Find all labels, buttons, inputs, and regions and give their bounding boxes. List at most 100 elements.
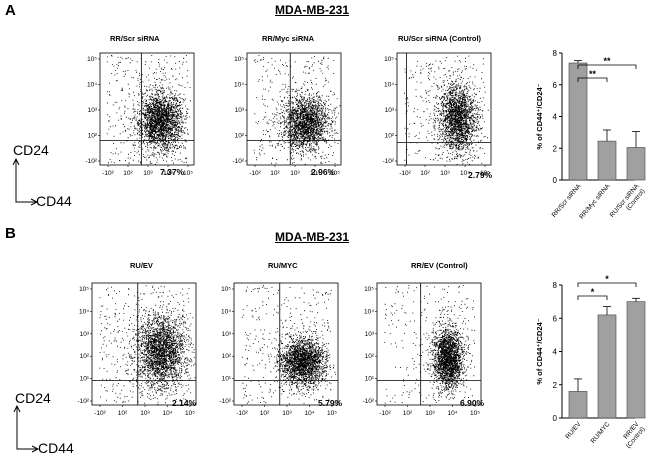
bar-y-tick-label: 2	[553, 144, 558, 153]
bar-y-tick-label: 8	[553, 49, 558, 58]
flow-y-tick-label: 10¹	[222, 376, 232, 383]
flow-y-tick-label: -10²	[382, 158, 394, 165]
bar-category-label: RU/MYC	[590, 421, 612, 445]
panel-a-cd44-marker: CD44	[36, 193, 72, 209]
flow-event-dots	[99, 285, 196, 405]
flow-event-dots	[106, 55, 191, 165]
flow-x-tick-label: 10⁴	[310, 170, 320, 177]
flow-x-tick-label: 10³	[425, 410, 435, 417]
flow-y-tick-label: 10⁵	[221, 286, 231, 293]
flow-y-tick-label: 10⁴	[79, 308, 89, 315]
significance-label: *	[591, 287, 595, 297]
flow-y-tick-label: 10⁵	[79, 286, 89, 293]
flow-x-tick-label: -10²	[102, 170, 114, 177]
panel-a-cd24-marker: CD24	[13, 142, 49, 158]
flow-x-tick-label: 10⁴	[460, 170, 470, 177]
panel-b-cd44-marker: CD44	[38, 440, 74, 456]
bar-y-tick-label: 4	[553, 113, 558, 122]
panel-b-plot-2-title: RU/MYC	[268, 261, 298, 270]
panel-a-plot-3-title: RU/Scr siRNA (Control)	[398, 34, 482, 43]
flow-x-tick-label: 10³	[143, 170, 153, 177]
panel-b-flow-plot-3: 10⁵ 10⁴ 10³ 10² 10¹ -10² -10² 10² 10³ 10⁴ 10⁵	[362, 282, 482, 417]
bar	[597, 140, 617, 181]
flow-x-tick-label: 10⁵	[327, 410, 337, 417]
flow-y-tick-label: 10⁴	[384, 82, 394, 89]
flow-y-tick-label: 10⁴	[221, 308, 231, 315]
flow-event-dots	[384, 285, 476, 404]
bar	[597, 314, 617, 419]
panel-b-plot-3-title: RR/EV (Control)	[411, 261, 468, 270]
bar-category-label-line: RR/Myc siRNA	[578, 182, 612, 220]
flow-y-tick-label: -10²	[219, 398, 231, 405]
bar-y-tick-label: 4	[553, 348, 558, 357]
panel-a-bar-chart: 0 2 4 6 8 % of CD44⁺/CD24⁻ RR/Scr siRNARR/Myc …	[535, 49, 647, 220]
flow-y-tick-label: 10⁵	[364, 286, 374, 293]
flow-y-tick-label: 10¹	[80, 376, 90, 383]
bar-category-label-line: RU/MYC	[590, 421, 612, 445]
panel-b-flow-plot-1: 10⁵ 10⁴ 10³ 10² 10¹ -10² -10² 10² 10³ 10⁴ 10⁵	[77, 282, 197, 417]
bar-y-axis-label: % of CD44⁺/CD24⁻	[535, 318, 544, 384]
bar-y-tick-label: 6	[553, 81, 558, 90]
flow-y-tick-label: -10²	[232, 158, 244, 165]
flow-y-tick-label: 10⁵	[87, 56, 97, 63]
flow-x-tick-label: 10²	[270, 170, 280, 177]
bar-category-label: RR/EV(Control)	[622, 420, 646, 450]
bar-category-label-line: RU/EV	[564, 420, 583, 440]
flow-y-tick-label: 10³	[365, 331, 375, 338]
flow-y-tick-label: 10²	[365, 353, 375, 360]
flow-x-tick-label: -10²	[399, 170, 411, 177]
flow-plot-frame	[376, 282, 482, 406]
flow-y-tick-label: 10²	[235, 133, 245, 140]
bar	[568, 62, 588, 181]
flow-x-tick-label: 10⁴	[163, 170, 173, 177]
flow-x-tick-label: -10²	[94, 410, 106, 417]
flow-x-tick-label: -10²	[236, 410, 248, 417]
flow-x-tick-label: 10⁵	[185, 410, 195, 417]
flow-y-tick-label: 10²	[88, 133, 98, 140]
flow-x-tick-label: 10²	[420, 170, 430, 177]
flow-x-tick-label: 10⁴	[304, 410, 314, 417]
bar-y-tick-label: 8	[553, 281, 558, 290]
significance-bracket	[577, 282, 637, 287]
flow-y-tick-label: 10³	[385, 107, 395, 114]
bar-y-axis-label: % of CD44⁺/CD24⁻	[535, 83, 544, 149]
flow-plot-frame	[233, 282, 339, 406]
significance-label: *	[605, 274, 609, 284]
significance-bracket	[577, 64, 637, 69]
flow-y-tick-label: 10¹	[365, 376, 375, 383]
flow-event-dots	[253, 55, 341, 165]
flow-y-tick-label: -10²	[85, 158, 97, 165]
flow-x-tick-label: 10³	[282, 410, 292, 417]
panel-b-cd24-marker: CD24	[15, 390, 51, 406]
panel-b-plot-1-percent: 2.14%	[172, 398, 197, 408]
panel-a-plot-1-title: RR/Scr siRNA	[110, 34, 160, 43]
panel-a-plot-2-title: RR/Myc siRNA	[262, 34, 315, 43]
flow-x-tick-label: 10⁵	[480, 170, 490, 177]
flow-x-tick-label: 10⁴	[447, 410, 457, 417]
significance-bracket	[577, 77, 608, 82]
flow-x-tick-label: 10²	[260, 410, 270, 417]
significance-label: **	[589, 69, 597, 79]
bar	[626, 147, 646, 181]
flow-y-tick-label: 10³	[222, 331, 232, 338]
panel-b-plot-1-title: RU/EV	[130, 261, 153, 270]
panel-a-flow-plot-2: 10⁵ 10⁴ 10³ 10² -10² -10² 10² 10³ 10⁴ 10⁵	[232, 52, 342, 177]
flow-x-tick-label: 10⁵	[470, 410, 480, 417]
flow-x-tick-label: -10²	[379, 410, 391, 417]
flow-x-tick-label: 10³	[290, 170, 300, 177]
flow-y-tick-label: 10²	[80, 353, 90, 360]
bar-category-label: RU/Scr siRNA(Control)	[609, 182, 647, 219]
bar-y-tick-label: 2	[553, 381, 558, 390]
bar-category-label: RU/EV	[564, 420, 583, 440]
panel-b-axis-arrows-icon	[13, 405, 39, 453]
bar-category-label: RR/Myc siRNA	[578, 182, 612, 220]
flow-y-tick-label: 10⁵	[384, 56, 394, 63]
bar-y-tick-label: 0	[553, 414, 558, 423]
bar	[626, 301, 646, 419]
flow-y-tick-label: 10⁴	[364, 308, 374, 315]
flow-x-tick-label: -10²	[249, 170, 261, 177]
bar-y-tick-label: 6	[553, 314, 558, 323]
flow-y-tick-label: 10³	[235, 107, 245, 114]
panel-a-plot-1-percent: 7.37%	[160, 167, 185, 177]
panel-a-flow-plot-3: 10⁵ 10⁴ 10³ 10² -10² -10² 10² 10³ 10⁴ 10⁵	[382, 52, 492, 177]
